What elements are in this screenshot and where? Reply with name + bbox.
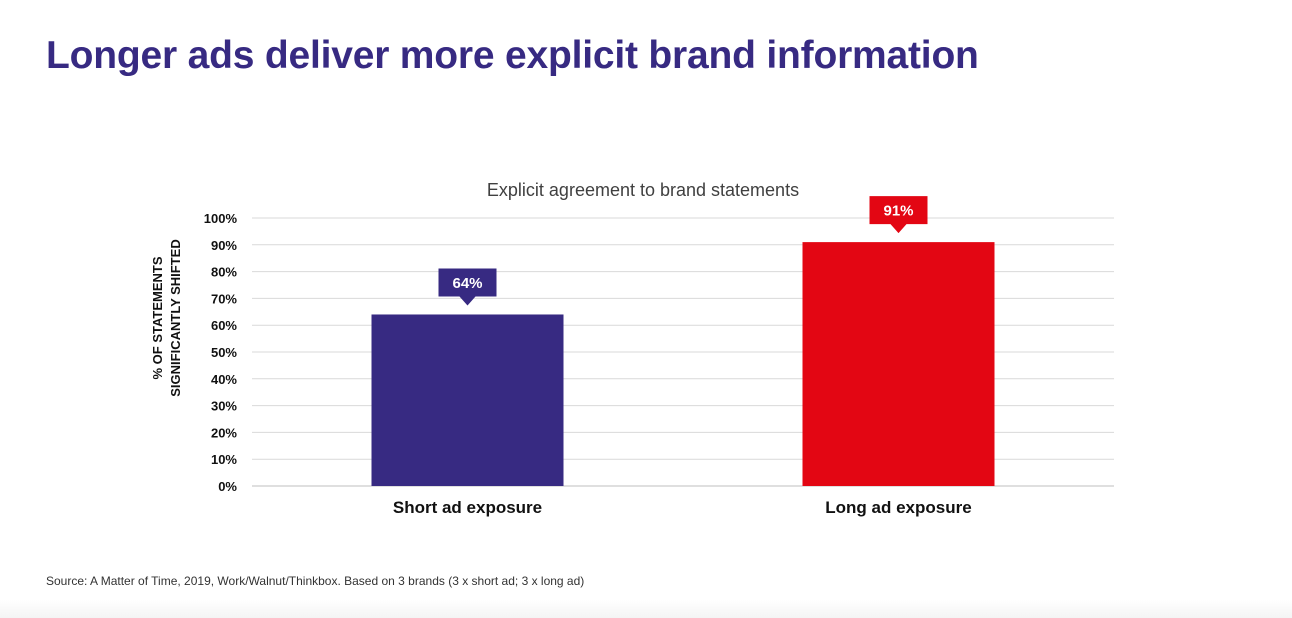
slide-title: Longer ads deliver more explicit brand i…	[46, 34, 979, 77]
data-label: 91%	[883, 203, 913, 220]
y-tick-label: 0%	[218, 479, 237, 494]
y-tick-label: 20%	[211, 425, 237, 440]
y-axis-label: % OF STATEMENTS SIGNIFICANTLY SHIFTED	[150, 239, 183, 396]
y-tick-label: 30%	[211, 399, 237, 414]
y-tick-label: 60%	[211, 318, 237, 333]
y-tick-label: 70%	[211, 291, 237, 306]
y-axis-label-line: % OF STATEMENTS	[150, 256, 165, 379]
data-labels: 64% 91%	[438, 196, 928, 306]
source-note: Source: A Matter of Time, 2019, Work/Wal…	[46, 574, 585, 588]
x-axis-labels: Short ad exposure Long ad exposure	[393, 498, 972, 517]
x-category-label: Long ad exposure	[825, 498, 971, 517]
data-label-callout	[438, 268, 497, 306]
bars	[371, 242, 995, 486]
y-axis-label-line: SIGNIFICANTLY SHIFTED	[168, 239, 183, 396]
data-label-callout	[869, 196, 928, 234]
y-axis-ticks: 0% 10% 20% 30% 40% 50% 60% 70% 80% 90% 100%	[204, 211, 238, 494]
bottom-edge	[0, 600, 1292, 618]
y-tick-label: 90%	[211, 238, 237, 253]
y-tick-label: 10%	[211, 452, 237, 467]
bar-long-ad-exposure	[802, 242, 995, 486]
y-tick-label: 40%	[211, 372, 237, 387]
y-tick-label: 50%	[211, 345, 237, 360]
bar-short-ad-exposure	[371, 314, 564, 486]
y-tick-label: 100%	[204, 211, 238, 226]
y-tick-label: 80%	[211, 265, 237, 280]
chart-title: Explicit agreement to brand statements	[487, 180, 799, 200]
data-label: 64%	[452, 275, 482, 292]
x-category-label: Short ad exposure	[393, 498, 542, 517]
